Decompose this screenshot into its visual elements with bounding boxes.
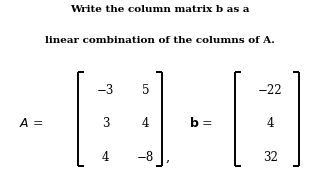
Text: Write the column matrix b as a: Write the column matrix b as a [70,5,250,14]
Text: 4: 4 [267,117,274,130]
Text: 32: 32 [263,151,278,164]
Text: 5: 5 [142,84,149,96]
Text: 4: 4 [102,151,109,164]
Text: $\mathbf{b}$ =: $\mathbf{b}$ = [189,116,213,130]
Text: ,: , [165,151,169,164]
Text: $A$ =: $A$ = [19,117,44,130]
Text: −3: −3 [97,84,114,96]
Text: linear combination of the columns of A.: linear combination of the columns of A. [45,36,275,45]
Text: −8: −8 [137,151,154,164]
Text: 3: 3 [102,117,109,130]
Text: −22: −22 [258,84,283,96]
Text: 4: 4 [142,117,149,130]
